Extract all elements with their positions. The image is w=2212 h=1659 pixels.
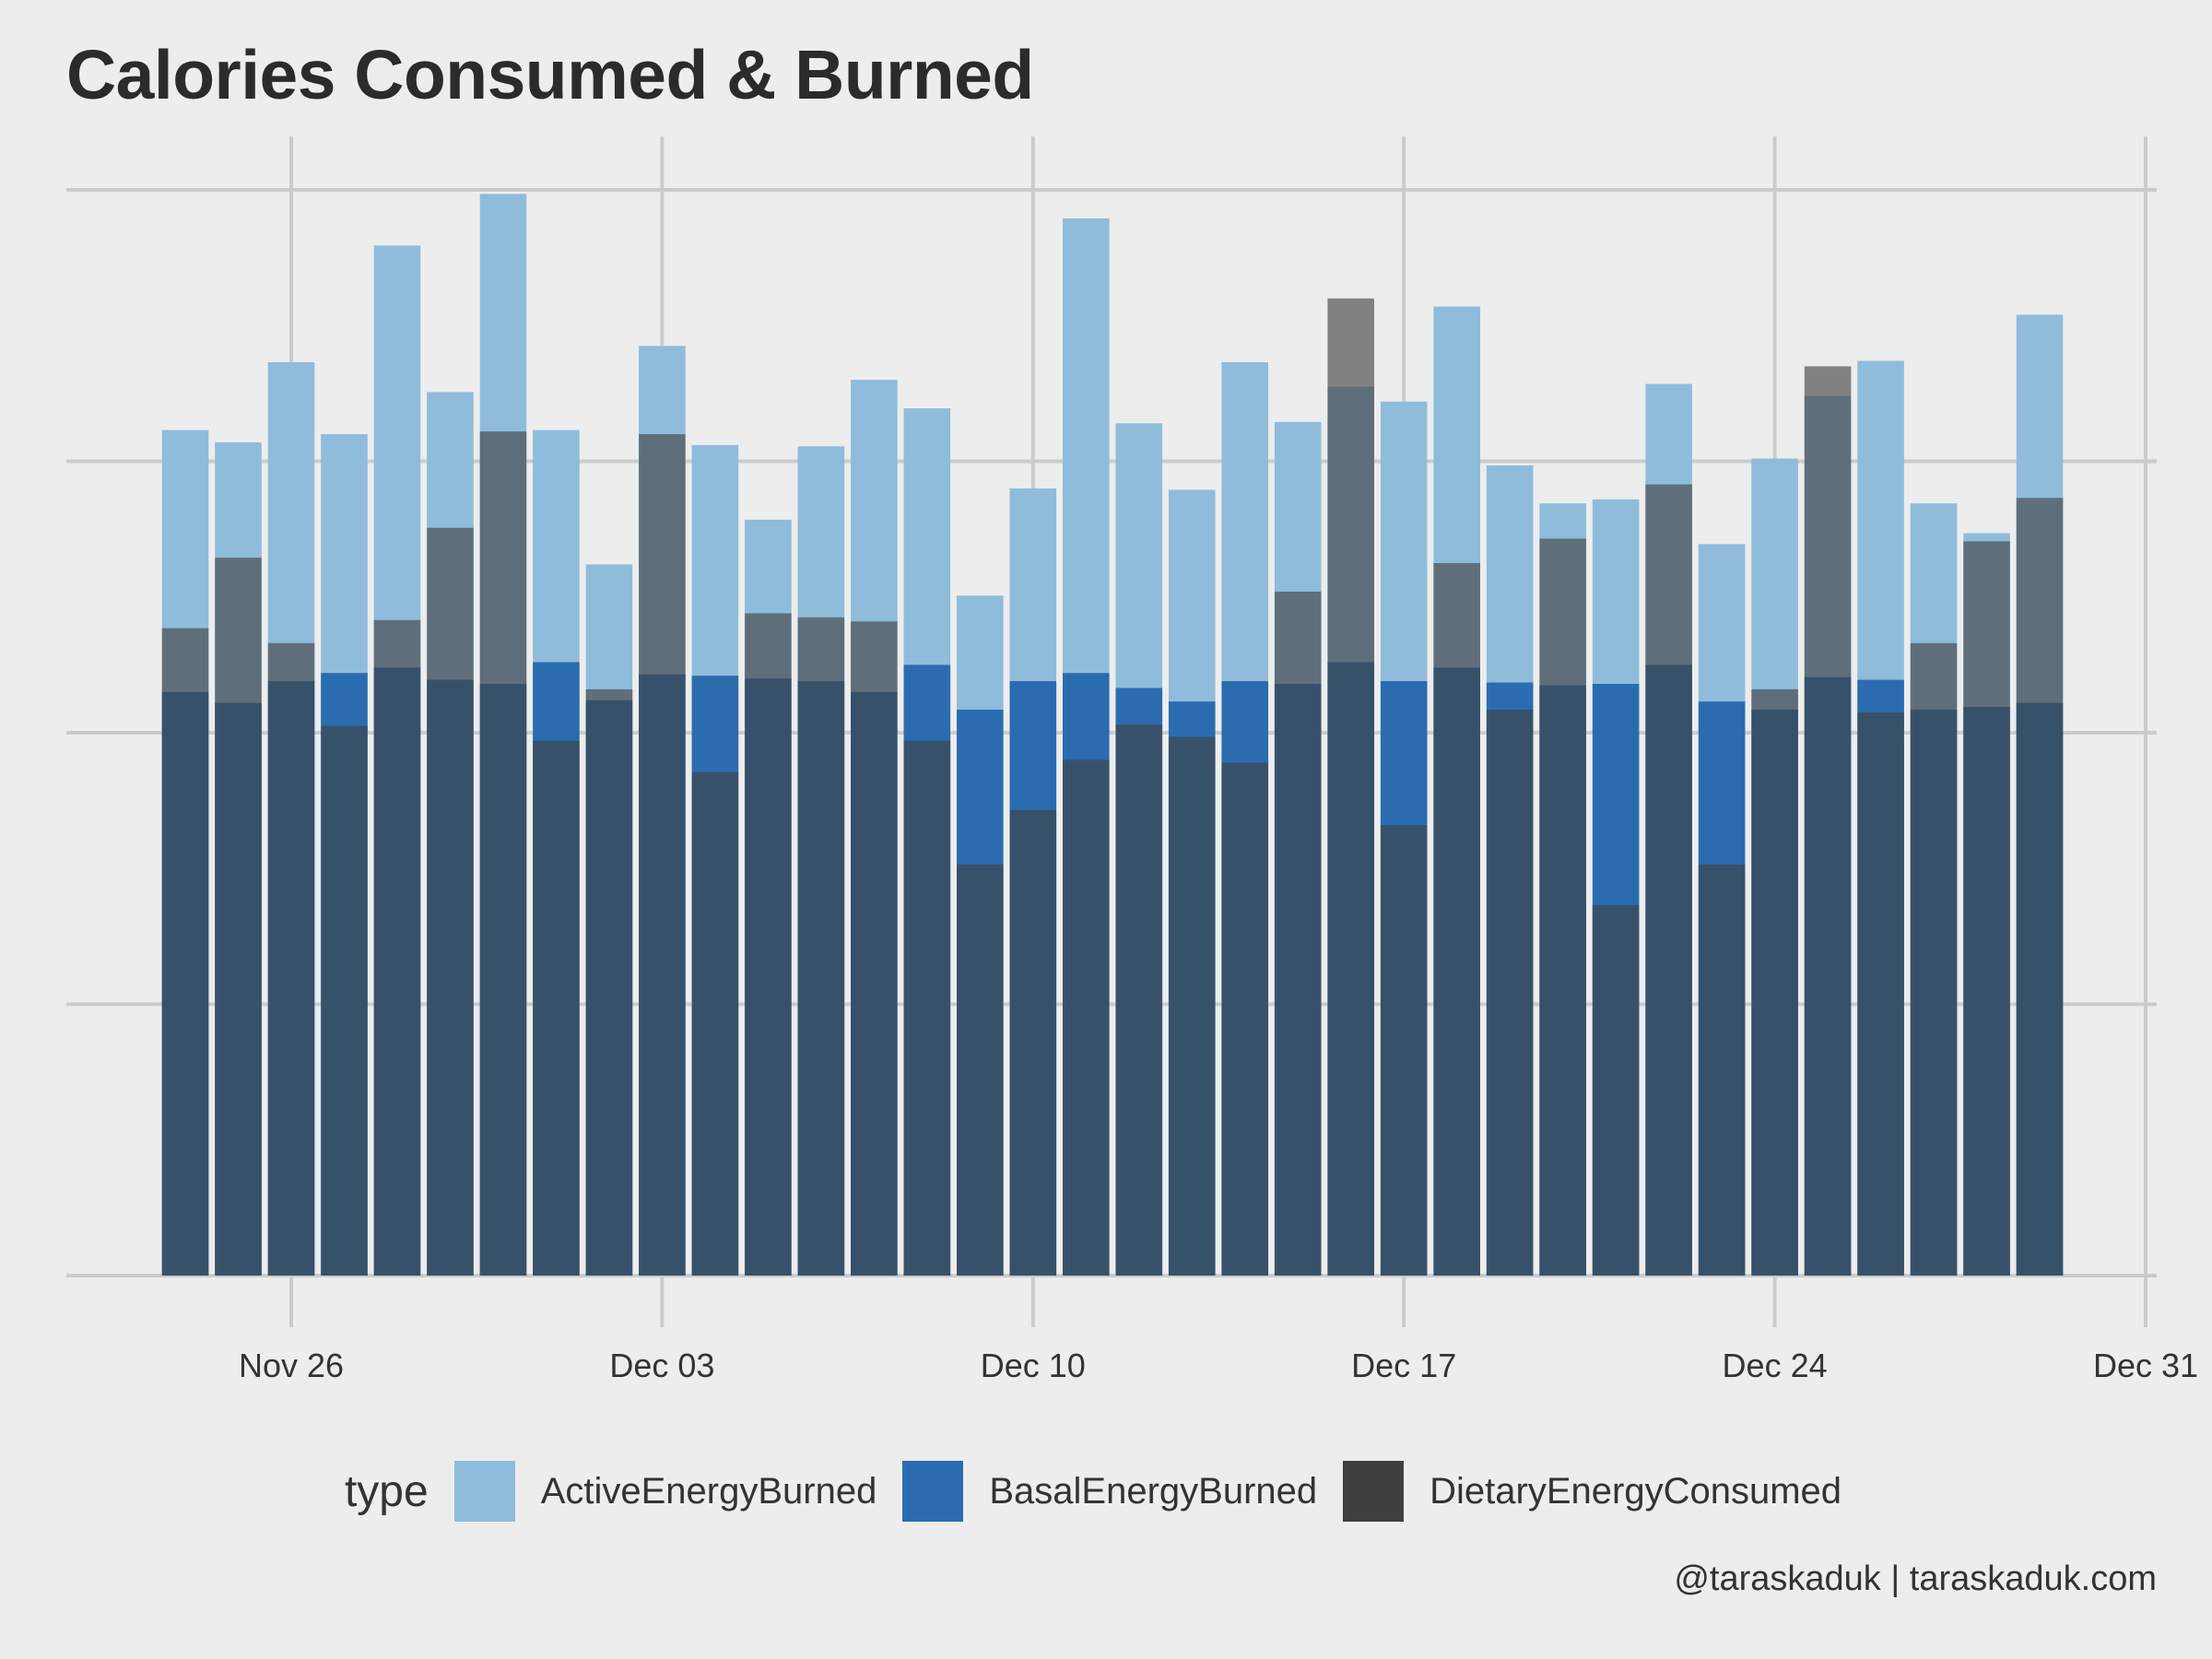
bar-DietaryEnergyConsumed-2017-11-28	[373, 619, 421, 1276]
x-tick-label: Dec 03	[609, 1347, 714, 1384]
legend-item-active-energy: ActiveEnergyBurned	[453, 1461, 877, 1522]
legend-title: type	[344, 1466, 429, 1516]
x-tick-label: Dec 17	[1351, 1347, 1456, 1384]
bar-DietaryEnergyConsumed-2017-12-22	[1645, 484, 1692, 1276]
bar-DietaryEnergyConsumed-2017-12-20	[1539, 538, 1586, 1276]
bar-DietaryEnergyConsumed-2017-12-03	[639, 434, 686, 1276]
bar-DietaryEnergyConsumed-2017-12-13	[1168, 736, 1216, 1276]
bar-DietaryEnergyConsumed-2017-12-12	[1115, 724, 1163, 1276]
bar-DietaryEnergyConsumed-2017-12-06	[797, 617, 845, 1276]
bar-DietaryEnergyConsumed-2017-12-11	[1062, 759, 1110, 1276]
bar-layer	[161, 194, 2064, 1277]
bar-DietaryEnergyConsumed-2017-12-08	[903, 740, 951, 1276]
bar-DietaryEnergyConsumed-2017-11-30	[479, 431, 527, 1276]
legend-label-active: ActiveEnergyBurned	[540, 1470, 877, 1512]
chart-title: Calories Consumed & Burned	[66, 36, 1034, 113]
legend-item-dietary-energy: DietaryEnergyConsumed	[1343, 1461, 1841, 1522]
bar-DietaryEnergyConsumed-2017-12-16	[1327, 298, 1375, 1276]
legend-swatch-active	[453, 1461, 515, 1522]
bar-DietaryEnergyConsumed-2017-12-01	[533, 740, 580, 1276]
bar-DietaryEnergyConsumed-2017-11-25	[215, 558, 262, 1276]
bar-DietaryEnergyConsumed-2017-12-09	[957, 864, 1004, 1276]
bar-DietaryEnergyConsumed-2017-12-17	[1380, 825, 1428, 1276]
bar-DietaryEnergyConsumed-2017-12-24	[1751, 688, 1798, 1276]
legend-swatch-dietary	[1343, 1461, 1405, 1522]
bar-DietaryEnergyConsumed-2017-12-10	[1009, 809, 1057, 1276]
bar-DietaryEnergyConsumed-2017-12-26	[1857, 712, 1904, 1276]
bar-DietaryEnergyConsumed-2017-12-04	[691, 771, 739, 1276]
legend: type ActiveEnergyBurned BasalEnergyBurne…	[0, 1454, 2212, 1528]
x-tick-label: Dec 24	[1723, 1347, 1828, 1384]
bar-DietaryEnergyConsumed-2017-12-23	[1698, 864, 1746, 1276]
bar-DietaryEnergyConsumed-2017-12-18	[1433, 562, 1480, 1276]
bar-DietaryEnergyConsumed-2017-12-21	[1592, 905, 1640, 1276]
x-tick-layer: Nov 26 Dec 03 Dec 10 Dec 17 Dec 24 Dec 31	[239, 1347, 2198, 1384]
bar-DietaryEnergyConsumed-2017-12-05	[745, 613, 792, 1276]
x-tick-label: Dec 31	[2093, 1347, 2198, 1384]
bar-DietaryEnergyConsumed-2017-11-26	[267, 642, 315, 1276]
bar-DietaryEnergyConsumed-2017-12-19	[1486, 709, 1534, 1276]
series-DietaryEnergyConsumed	[161, 298, 2064, 1276]
legend-label-basal: BasalEnergyBurned	[989, 1470, 1318, 1512]
x-tick-label: Dec 10	[981, 1347, 1086, 1384]
credit-text: @taraskaduk | taraskaduk.com	[1674, 1559, 2157, 1598]
legend-item-basal-energy: BasalEnergyBurned	[902, 1461, 1317, 1522]
legend-label-dietary: DietaryEnergyConsumed	[1430, 1470, 1842, 1512]
bar-DietaryEnergyConsumed-2017-11-27	[321, 725, 368, 1276]
bar-DietaryEnergyConsumed-2017-12-27	[1910, 642, 1958, 1276]
x-tick-label: Nov 26	[239, 1347, 344, 1384]
bar-DietaryEnergyConsumed-2017-12-29	[2016, 498, 2064, 1276]
bar-DietaryEnergyConsumed-2017-11-29	[427, 527, 474, 1276]
legend-swatch-basal	[902, 1461, 964, 1522]
calorie-bar-chart: Nov 26 Dec 03 Dec 10 Dec 17 Dec 24 Dec 31	[66, 136, 2198, 1384]
bar-DietaryEnergyConsumed-2017-12-15	[1274, 591, 1322, 1276]
bar-DietaryEnergyConsumed-2017-12-28	[1963, 541, 2010, 1276]
bar-DietaryEnergyConsumed-2017-12-07	[851, 621, 898, 1276]
bar-DietaryEnergyConsumed-2017-12-25	[1804, 366, 1852, 1276]
bar-DietaryEnergyConsumed-2017-11-24	[161, 628, 209, 1276]
bar-DietaryEnergyConsumed-2017-12-02	[585, 688, 633, 1276]
bar-DietaryEnergyConsumed-2017-12-14	[1221, 762, 1269, 1276]
